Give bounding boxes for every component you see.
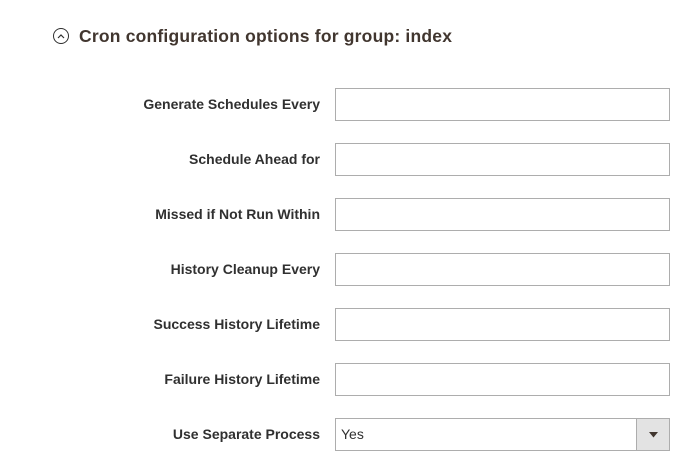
section-title: Cron configuration options for group: in…: [79, 25, 453, 46]
field-label: Generate Schedules Every: [143, 96, 320, 112]
fields-list: Generate Schedules Every Schedule Ahead …: [0, 88, 692, 473]
field-row-history-cleanup: History Cleanup Every: [0, 253, 692, 286]
select-toggle-button[interactable]: [636, 419, 669, 450]
field-row-generate-schedules: Generate Schedules Every: [0, 88, 692, 121]
field-label: Failure History Lifetime: [164, 371, 320, 387]
use-separate-process-select[interactable]: Yes: [335, 418, 670, 451]
select-value: Yes: [341, 426, 364, 442]
field-row-success-history: Success History Lifetime: [0, 308, 692, 341]
field-label: Use Separate Process: [172, 426, 320, 442]
section-header-index[interactable]: Cron configuration options for group: in…: [53, 24, 452, 48]
missed-if-not-run-within-input[interactable]: [335, 198, 670, 231]
field-label: Missed if Not Run Within: [155, 206, 320, 222]
field-row-failure-history: Failure History Lifetime: [0, 363, 692, 396]
caret-down-icon: [648, 431, 658, 437]
failure-history-lifetime-input[interactable]: [335, 363, 670, 396]
history-cleanup-every-input[interactable]: [335, 253, 670, 286]
field-row-schedule-ahead: Schedule Ahead for: [0, 143, 692, 176]
field-row-use-separate-process: Use Separate Process Yes: [0, 418, 692, 451]
field-label: History Cleanup Every: [170, 261, 320, 277]
generate-schedules-every-input[interactable]: [335, 88, 670, 121]
collapse-circle-icon[interactable]: [53, 28, 69, 44]
schedule-ahead-for-input[interactable]: [335, 143, 670, 176]
field-row-missed-if-not-run: Missed if Not Run Within: [0, 198, 692, 231]
success-history-lifetime-input[interactable]: [335, 308, 670, 341]
field-label: Schedule Ahead for: [189, 151, 320, 167]
field-label: Success History Lifetime: [153, 316, 320, 332]
